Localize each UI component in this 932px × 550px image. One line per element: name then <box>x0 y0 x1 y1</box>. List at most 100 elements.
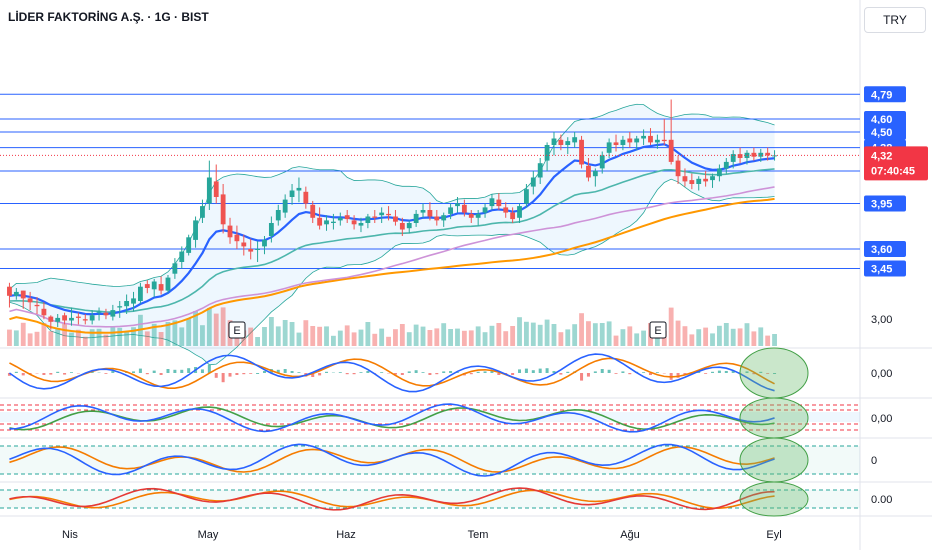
volume-bar <box>55 328 61 346</box>
candle-body <box>303 191 309 204</box>
candle-body <box>165 277 171 291</box>
level-label: 4,60 <box>871 114 892 126</box>
macd-histogram-bar <box>14 371 18 373</box>
candle-body <box>75 316 81 318</box>
volume-bar <box>303 320 309 346</box>
macd-histogram-bar <box>628 373 632 375</box>
volume-bar <box>289 322 295 346</box>
volume-bar <box>62 323 68 346</box>
volume-bar <box>406 332 412 346</box>
candle-body <box>751 152 757 157</box>
earnings-marker: E <box>654 325 661 337</box>
macd-histogram-bar <box>104 373 108 374</box>
bollinger-upper <box>9 103 775 290</box>
candle-body <box>27 298 33 303</box>
macd-histogram-bar <box>311 373 315 377</box>
volume-bar <box>282 320 288 346</box>
volume-bar <box>551 324 557 346</box>
volume-bar <box>75 329 81 346</box>
candle-body <box>723 161 729 169</box>
candle <box>510 207 516 223</box>
candle-body <box>48 316 54 322</box>
macd-histogram-bar <box>711 371 715 373</box>
currency-button[interactable]: TRY <box>864 7 926 33</box>
candle <box>744 150 750 165</box>
candle <box>572 132 578 148</box>
ema-fast-line <box>9 143 775 316</box>
candle <box>599 151 605 174</box>
candle-body <box>200 206 205 218</box>
volume-bar <box>255 337 261 346</box>
volume-bar <box>565 329 571 346</box>
candle-body <box>255 249 261 250</box>
volume-bar <box>310 326 316 346</box>
candle-body <box>158 284 164 291</box>
volume-bar <box>475 326 481 346</box>
candle-body <box>689 180 695 184</box>
candle-body <box>448 207 454 214</box>
candle <box>241 234 247 256</box>
macd-histogram-bar <box>21 373 25 376</box>
candle <box>399 217 405 236</box>
volume-bar <box>654 333 660 346</box>
candle-body <box>248 249 254 252</box>
candle <box>103 308 109 320</box>
candle <box>723 158 729 174</box>
volume-bar <box>206 308 212 346</box>
macd-histogram-bar <box>607 369 611 373</box>
candle-body <box>117 306 123 308</box>
candle <box>303 186 309 209</box>
candle <box>172 258 178 279</box>
candle-body <box>496 199 502 207</box>
candle-body <box>344 215 350 220</box>
candle-body <box>606 142 612 153</box>
current-price-label: 4,32 <box>871 150 892 162</box>
macd-histogram-bar <box>435 373 439 375</box>
candle-body <box>289 190 295 197</box>
macd-histogram-bar <box>221 373 225 383</box>
pane-band-fill <box>0 446 860 474</box>
macd-histogram-bar <box>400 373 404 375</box>
volume-bar <box>248 327 254 346</box>
candle <box>20 290 26 309</box>
candle-body <box>234 234 240 242</box>
sma-long-line <box>9 197 775 334</box>
macd-histogram-bar <box>538 368 542 373</box>
candle <box>482 203 488 218</box>
macd-histogram-bar <box>152 370 156 373</box>
level-label: 3,95 <box>871 199 892 211</box>
macd-histogram-bar <box>421 372 425 373</box>
candle-body <box>510 212 516 220</box>
pane-value-label: 0,00 <box>871 368 892 380</box>
volume-bar <box>765 335 771 346</box>
volume-bar <box>510 326 516 346</box>
macd-histogram-bar <box>69 372 73 373</box>
candle <box>627 132 633 148</box>
candle <box>117 301 123 318</box>
candle-body <box>386 213 391 216</box>
level-label: 4,79 <box>871 89 892 101</box>
candle <box>592 168 598 187</box>
candle-body <box>89 315 95 321</box>
candle-body <box>20 290 26 299</box>
candle <box>282 194 288 218</box>
candle-body <box>648 135 653 143</box>
candle-body <box>7 286 12 296</box>
macd-histogram-bar <box>552 371 556 373</box>
candle <box>496 193 502 210</box>
macd-histogram-bar <box>497 373 501 375</box>
candle-body <box>565 141 571 145</box>
level-tag <box>864 241 906 257</box>
volume-bar <box>393 329 398 346</box>
candle <box>41 302 47 320</box>
volume-bar <box>82 336 88 346</box>
candle <box>165 275 171 294</box>
volume-bar <box>262 327 267 346</box>
candle-body <box>55 317 61 322</box>
volume-bar <box>468 330 474 346</box>
candle-body <box>696 178 702 184</box>
volume-bar <box>599 323 605 346</box>
candle <box>137 282 143 304</box>
highlight-circle <box>739 347 809 399</box>
